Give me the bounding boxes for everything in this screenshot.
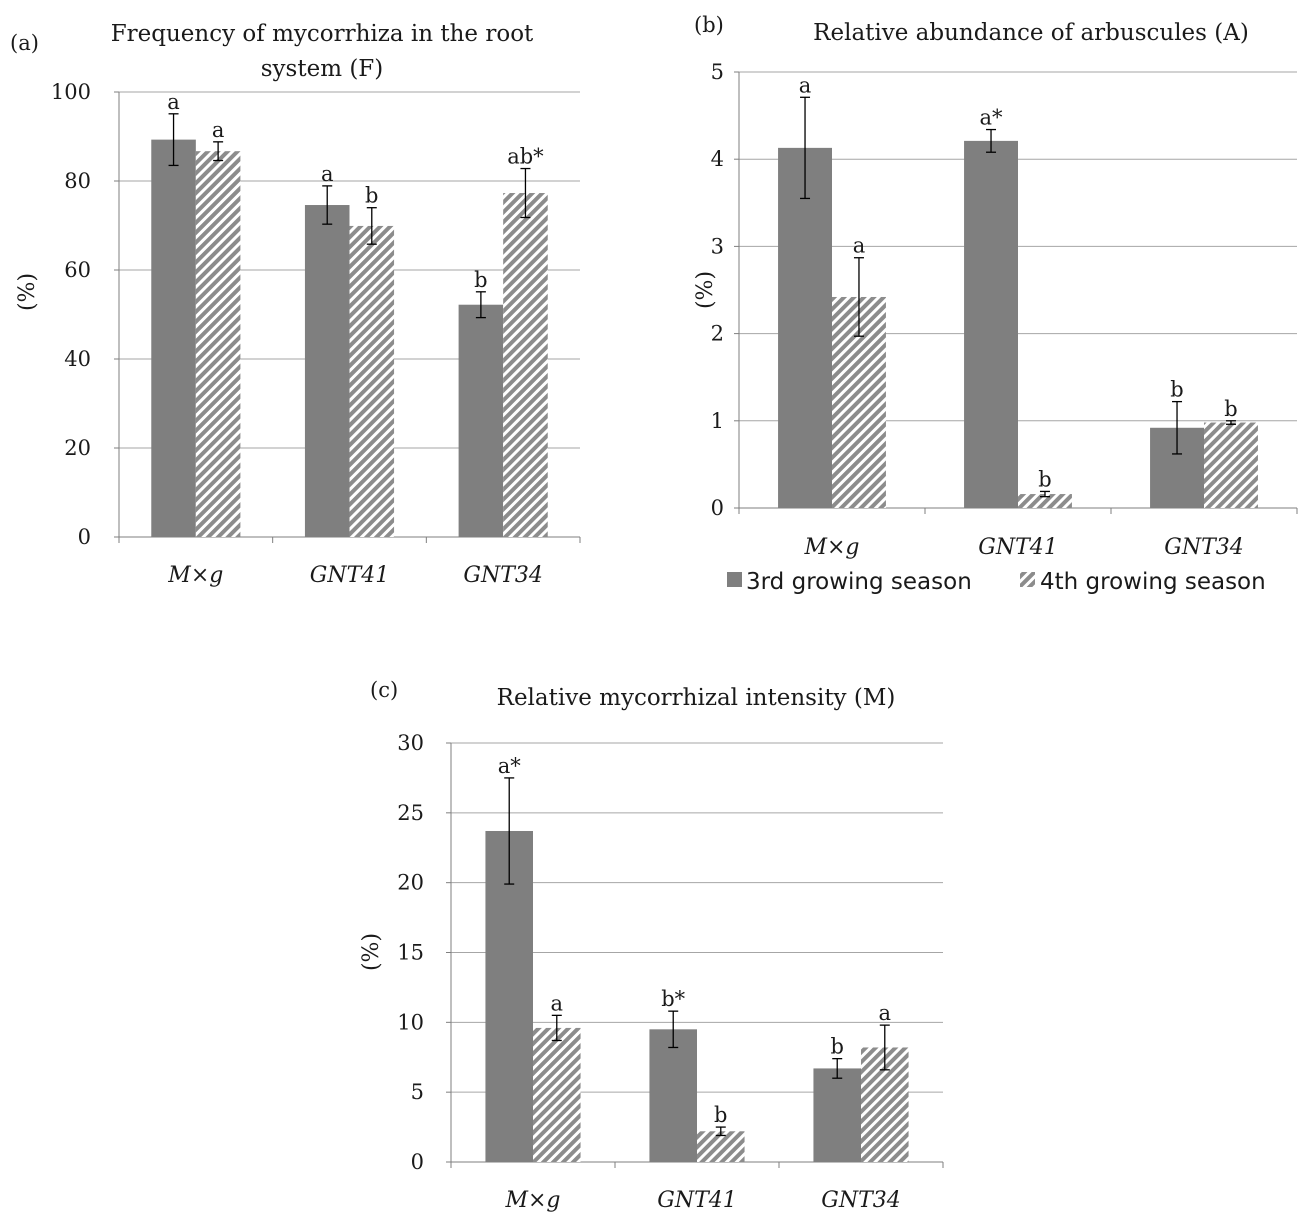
y-tick-label: 20 [64, 436, 91, 460]
significance-label: a* [498, 754, 522, 778]
category-label: M×g [167, 563, 223, 588]
y-tick-label: 100 [51, 80, 91, 104]
y-tick-label: 5 [411, 1080, 424, 1104]
legend-label-4th-season: 4th growing season [1040, 569, 1266, 595]
significance-label: a* [980, 106, 1004, 130]
y-axis-label: (%) [693, 271, 718, 309]
significance-label: a [799, 73, 812, 97]
bar-3rd-season [649, 1029, 697, 1162]
chart-title-line: Relative abundance of arbuscules (A) [813, 20, 1249, 46]
chart-title-line: Frequency of mycorrhiza in the root [111, 21, 534, 47]
y-tick-label: 80 [64, 169, 91, 193]
y-tick-label: 60 [64, 258, 91, 282]
y-tick-label: 5 [711, 60, 724, 84]
significance-label: a [167, 90, 180, 114]
bar-4th-season [1018, 494, 1072, 508]
significance-label: b* [661, 987, 685, 1011]
panel-label: (a) [10, 31, 39, 55]
y-tick-label: 15 [397, 941, 424, 965]
category-label: GNT41 [657, 1188, 737, 1213]
panel-label: (c) [370, 678, 398, 702]
category-label: GNT41 [310, 563, 390, 588]
chart-panel-c: (c) Relative mycorrhizal intensity (M) 0 5 1… [359, 678, 944, 1213]
y-tick-label: 0 [411, 1150, 424, 1174]
legend-label-3rd-season: 3rd growing season [746, 569, 972, 595]
y-tick-label: 0 [711, 496, 724, 520]
bar-4th-season [195, 151, 241, 537]
significance-label: a [551, 991, 564, 1015]
significance-label: ab* [507, 145, 544, 169]
category-label: GNT34 [821, 1188, 901, 1213]
chart-panel-b: (b) Relative abundance of arbuscules (A) 0… [693, 13, 1298, 560]
bar-3rd-season [813, 1068, 861, 1162]
significance-label: a [321, 162, 334, 186]
y-tick-label: 30 [397, 731, 424, 755]
bar-4th-season [349, 225, 395, 537]
significance-label: a [853, 234, 866, 258]
significance-label: a [879, 1001, 892, 1025]
bar-3rd-season [485, 830, 533, 1162]
legend-swatch-3rd-season [727, 572, 742, 587]
panel-label: (b) [694, 13, 724, 37]
chart-title-line: Relative mycorrhizal intensity (M) [497, 685, 896, 711]
bar-3rd-season [458, 304, 504, 537]
chart-title-line: system (F) [261, 56, 383, 82]
bar-3rd-season [304, 205, 350, 537]
significance-label: b [474, 268, 487, 292]
significance-label: b [714, 1103, 727, 1127]
y-tick-label: 20 [397, 871, 424, 895]
chart-panel-a: (a) Frequency of mycorrhiza in the root sy… [10, 21, 581, 588]
legend-swatch-4th-season [1020, 572, 1035, 587]
bar-4th-season [1204, 422, 1258, 508]
bar-4th-season [697, 1131, 745, 1162]
category-label: GNT41 [978, 535, 1058, 560]
significance-label: b [1038, 467, 1051, 491]
bar-3rd-season [778, 147, 832, 508]
y-tick-label: 10 [397, 1010, 424, 1034]
y-axis-label: (%) [359, 933, 384, 971]
significance-label: b [1224, 397, 1237, 421]
bar-4th-season [503, 193, 548, 537]
significance-label: b [830, 1035, 843, 1059]
bar-3rd-season [151, 139, 196, 538]
significance-label: b [365, 184, 378, 208]
bar-3rd-season [964, 140, 1018, 508]
significance-label: a [212, 118, 225, 142]
y-axis-label: (%) [15, 273, 40, 311]
category-label: GNT34 [463, 563, 543, 588]
y-tick-label: 4 [711, 147, 724, 171]
y-tick-label: 40 [64, 347, 91, 371]
significance-label: b [1170, 378, 1183, 402]
category-label: M×g [504, 1188, 560, 1213]
y-tick-label: 2 [711, 322, 724, 346]
y-tick-label: 25 [397, 801, 424, 825]
y-tick-label: 3 [711, 234, 724, 258]
legend: 3rd growing season 4th growing season [727, 569, 1266, 595]
category-label: GNT34 [1164, 535, 1244, 560]
y-tick-label: 0 [78, 525, 91, 549]
bar-4th-season [533, 1027, 581, 1162]
y-tick-label: 1 [711, 409, 724, 433]
category-label: M×g [803, 535, 859, 560]
